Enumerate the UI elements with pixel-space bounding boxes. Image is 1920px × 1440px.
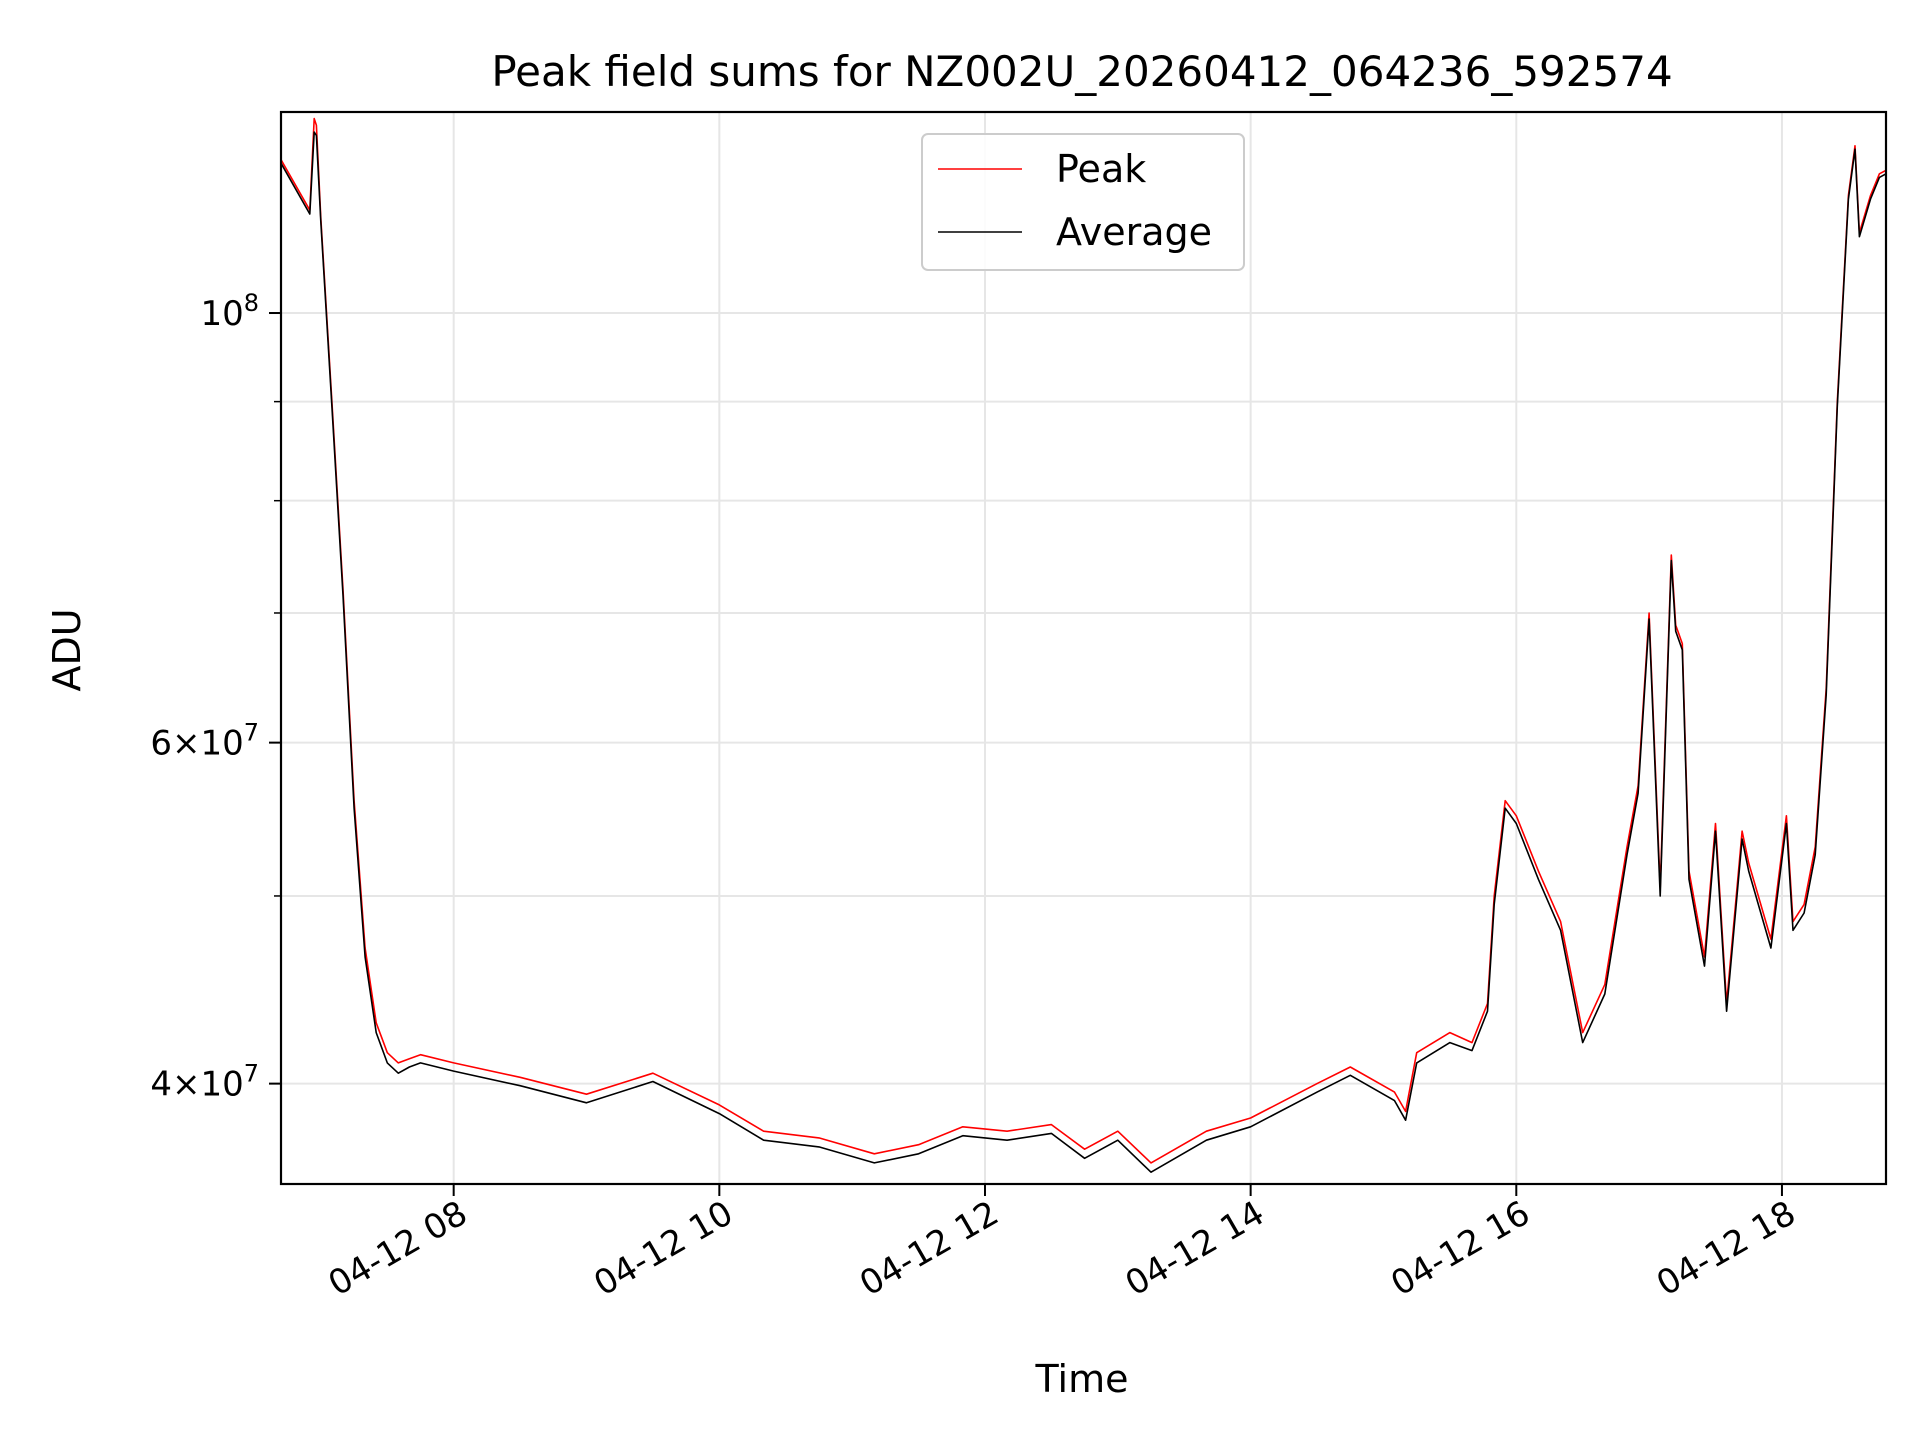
chart-title: Peak field sums for NZ002U_20260412_0642… [491,47,1672,96]
plot-frame [279,110,1888,1186]
y-axis-ticks: 4×107 6×107 108 [150,289,281,1105]
legend-peak-label: Peak [1056,147,1146,191]
x-axis-label: Time [1035,1357,1129,1401]
y-tick-label: 6×107 [150,719,259,764]
series-line-average [280,131,1887,1173]
series-line-peak [280,117,1887,1164]
y-tick-label: 108 [200,289,259,334]
legend: Peak Average [921,133,1245,271]
y-axis-label: ADU [45,608,89,691]
plot-series [280,117,1887,1173]
legend-average-label: Average [1056,210,1212,254]
y-tick-label: 4×107 [150,1060,259,1105]
legend-box [921,133,1245,271]
